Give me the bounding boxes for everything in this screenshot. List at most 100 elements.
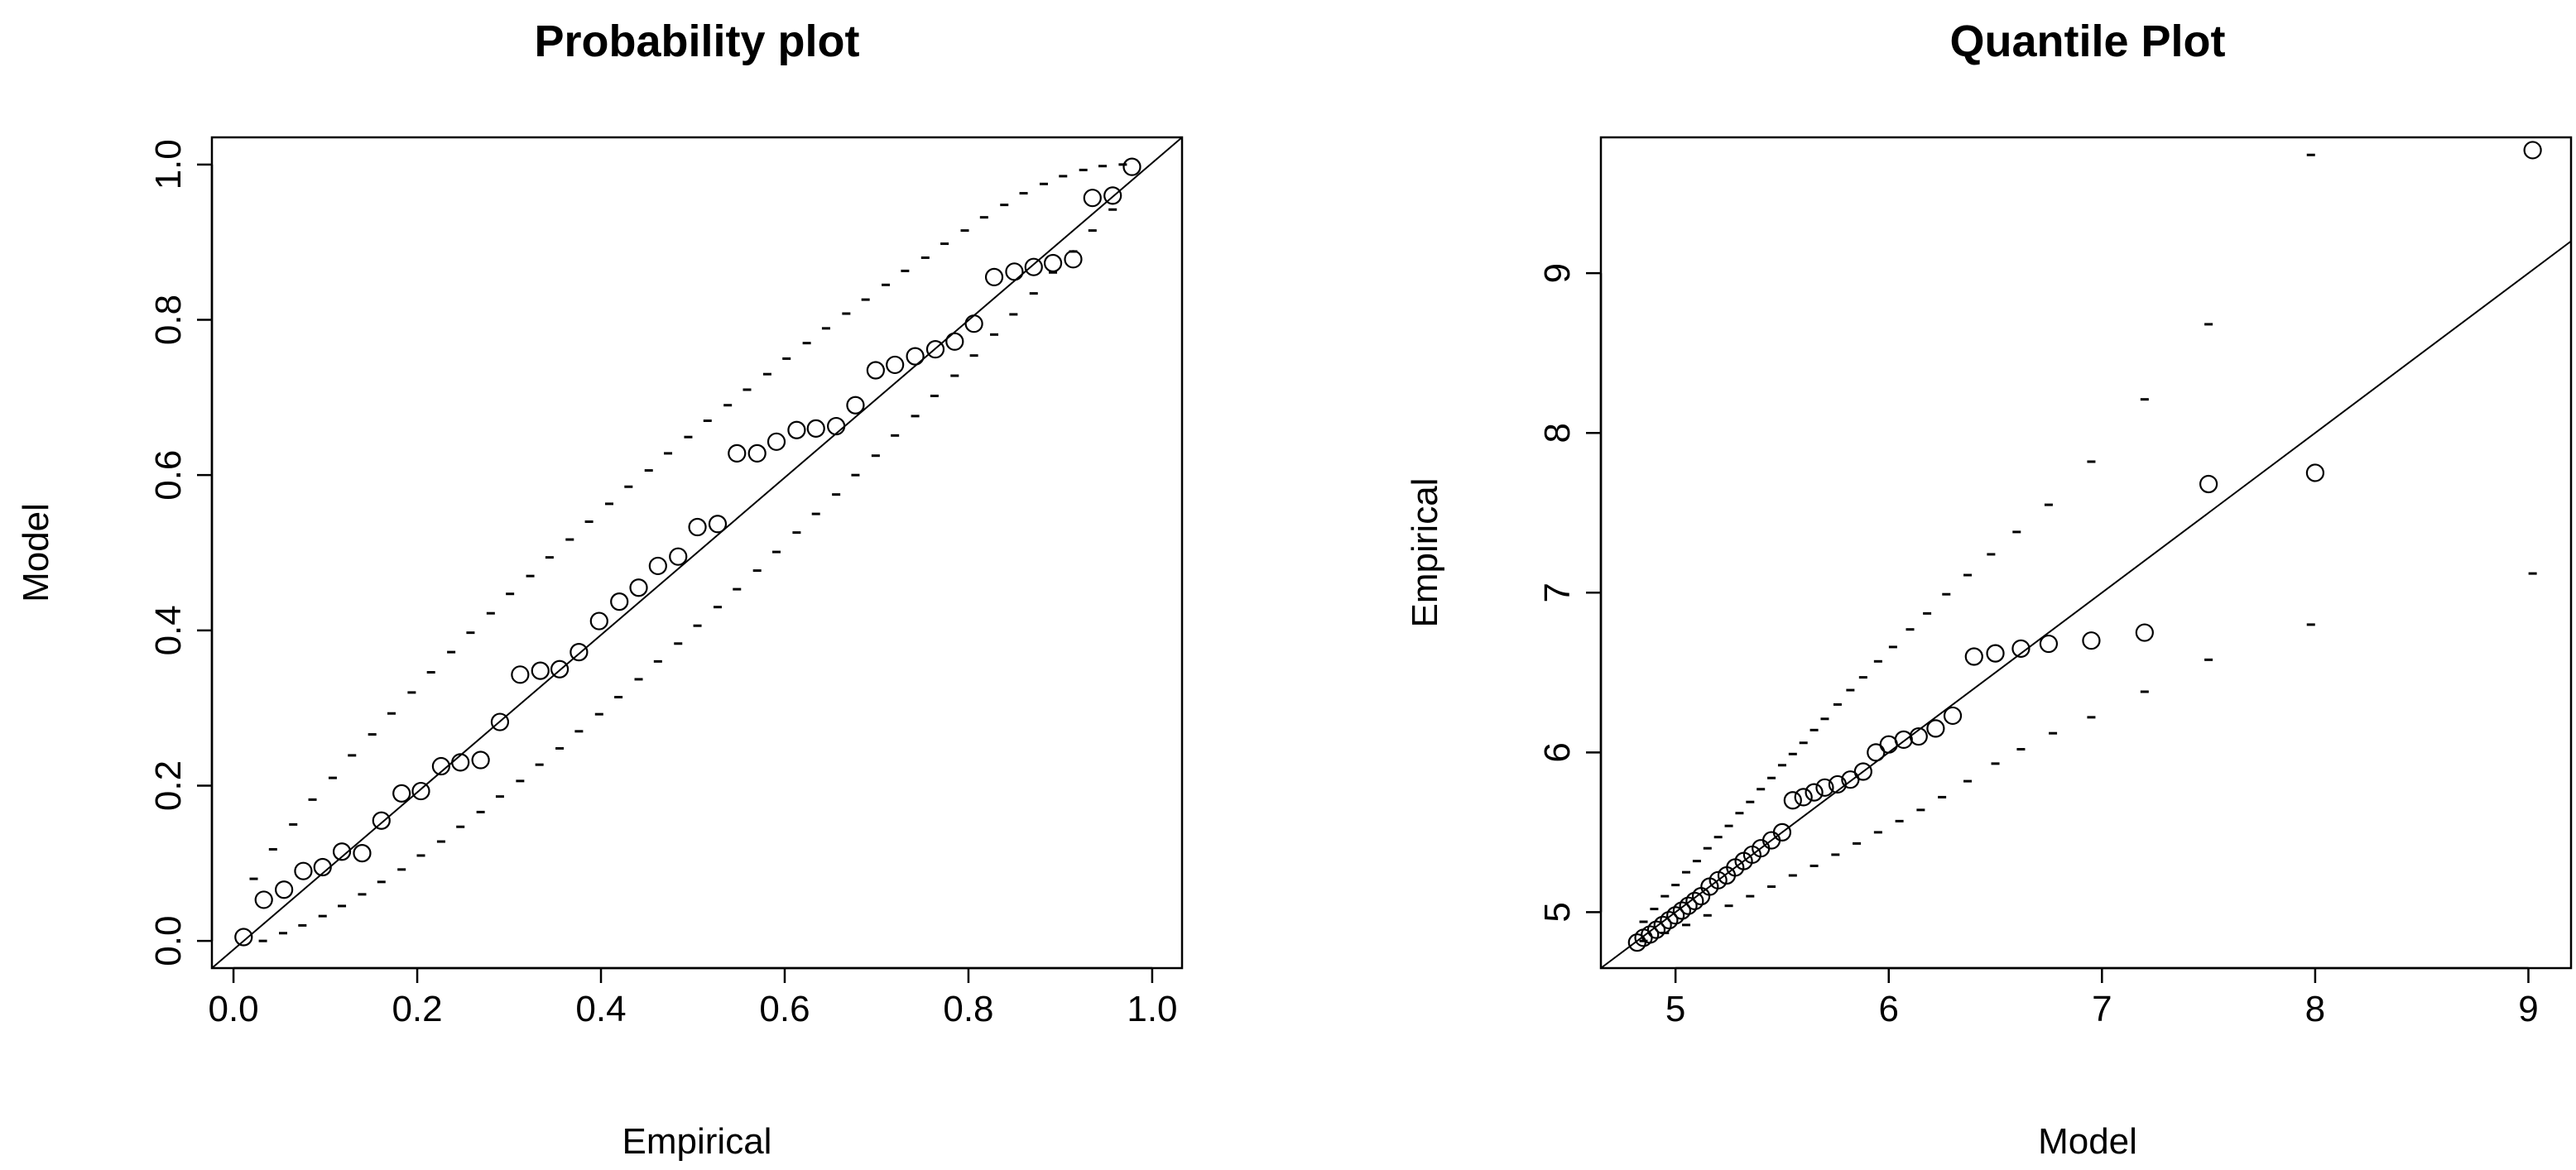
probability-plot-data-point xyxy=(866,361,885,380)
probability-plot-data-point xyxy=(451,753,470,772)
quantile-plot-data-point xyxy=(2135,623,2154,642)
probability-plot-data-point xyxy=(392,784,411,803)
quantile-plot-y-tick-label: 9 xyxy=(1537,263,1578,283)
probability-plot-marks xyxy=(211,137,1183,969)
quantile-plot-y-axis: 5 6 7 8 9 xyxy=(1537,263,1603,923)
probability-plot-data-point xyxy=(589,611,608,631)
quantile-plot-y-tick-label: 5 xyxy=(1537,902,1578,922)
probability-plot-data-point xyxy=(1083,189,1102,208)
probability-plot-data-point xyxy=(964,314,983,333)
probability-plot-data-point xyxy=(1005,262,1024,281)
probability-plot-x-tick-label: 0.4 xyxy=(575,989,626,1029)
probability-plot-data-point xyxy=(767,432,786,451)
probability-plot-y-tick-label: 0.6 xyxy=(148,450,189,501)
probability-plot-data-point xyxy=(431,756,451,776)
quantile-plot-data-point xyxy=(2523,141,2542,160)
probability-plot-x-tick-label: 0.8 xyxy=(943,989,993,1029)
quantile-plot-data-point xyxy=(1943,706,1963,726)
quantile-plot-data-point xyxy=(2082,631,2101,650)
quantile-plot-data-point xyxy=(1926,719,1945,738)
quantile-plot-data-point xyxy=(1909,726,1928,746)
probability-plot-y-tick-label: 0.2 xyxy=(148,760,189,811)
quantile-plot-data-point xyxy=(1894,730,1913,750)
quantile-plot-data-point xyxy=(1867,743,1886,762)
probability-plot-data-point xyxy=(411,781,430,801)
quantile-plot-x-tick-label: 8 xyxy=(2305,989,2325,1029)
quantile-plot-x-tick-label: 5 xyxy=(1665,989,1685,1029)
probability-plot-data-point xyxy=(1103,186,1122,205)
quantile-plot-panel: Quantile Plot Model Empirical 5 6 7 8 9 5 6 7 8… xyxy=(1405,17,2573,1162)
quantile-plot-marks xyxy=(1600,141,2572,969)
probability-plot-data-point xyxy=(1064,250,1083,269)
quantile-plot-frame xyxy=(1599,136,2573,970)
probability-plot-data-point xyxy=(906,347,925,366)
probability-plot-data-point xyxy=(629,578,648,597)
quantile-plot-x-axis: 5 6 7 8 9 xyxy=(1665,966,2539,1029)
probability-plot-data-point xyxy=(254,890,273,909)
quantile-plot-data-point xyxy=(1666,906,1685,925)
probability-plot-x-tick-label: 1.0 xyxy=(1127,989,1177,1029)
quantile-plot-data-point xyxy=(1653,915,1672,934)
probability-plot-y-tick-label: 0.4 xyxy=(148,605,189,655)
probability-plot-data-point xyxy=(945,332,964,351)
probability-plot-y-tick-label: 0.0 xyxy=(148,916,189,966)
quantile-plot-x-tick-label: 6 xyxy=(1878,989,1898,1029)
probability-plot-ylabel: Model xyxy=(16,503,56,602)
probability-plot-data-point xyxy=(550,659,570,679)
quantile-plot-reference-line xyxy=(1600,240,2572,969)
probability-plot-data-point xyxy=(827,416,846,436)
quantile-plot-data-point xyxy=(2305,463,2325,482)
quantile-plot-data-point xyxy=(1672,901,1691,920)
probability-plot-data-point xyxy=(275,880,294,899)
quantile-plot-xlabel: Model xyxy=(2038,1121,2137,1162)
probability-plot-data-point xyxy=(925,340,945,359)
quantile-plot-data-point xyxy=(1641,925,1660,944)
quantile-plot-data-point xyxy=(1646,920,1666,939)
probability-plot-data-point xyxy=(787,420,806,439)
quantile-plot-data-point xyxy=(2039,634,2059,654)
probability-plot-y-tick-label: 1.0 xyxy=(148,139,189,189)
quantile-plot-data-point xyxy=(1805,783,1824,802)
probability-plot-data-point xyxy=(708,515,728,534)
probability-plot-x-tick-label: 0.0 xyxy=(208,989,258,1029)
probability-plot-data-point xyxy=(490,712,510,731)
quantile-plot-ylabel: Empirical xyxy=(1405,478,1445,628)
probability-plot-data-point xyxy=(648,556,667,576)
probability-plot-data-point xyxy=(688,517,707,537)
probability-plot-data-point xyxy=(1043,253,1063,273)
probability-plot-x-tick-label: 0.6 xyxy=(759,989,810,1029)
probability-plot-data-point xyxy=(332,842,352,861)
quantile-plot-x-tick-label: 9 xyxy=(2518,989,2538,1029)
probability-plot-data-point xyxy=(471,750,490,770)
quantile-plot-data-point xyxy=(1986,644,2005,663)
probability-plot-data-point xyxy=(511,665,530,684)
quantile-plot-y-tick-label: 7 xyxy=(1537,583,1578,602)
probability-plot-y-tick-label: 0.8 xyxy=(148,295,189,345)
probability-plot-x-axis: 0.0 0.2 0.4 0.6 0.8 1.0 xyxy=(208,966,1178,1029)
probability-plot-data-point xyxy=(234,928,253,947)
quantile-plot-data-point xyxy=(1772,822,1792,842)
quantile-plot-data-point xyxy=(1794,788,1813,807)
quantile-plot-y-tick-label: 6 xyxy=(1537,742,1578,762)
quantile-plot-data-point xyxy=(1783,791,1802,810)
quantile-plot-data-point xyxy=(2011,639,2031,658)
probability-plot-y-axis: 0.0 0.2 0.4 0.6 0.8 1.0 xyxy=(148,139,214,966)
quantile-plot-x-tick-label: 7 xyxy=(2092,989,2112,1029)
quantile-plot-data-point xyxy=(1853,762,1872,781)
probability-plot-data-point xyxy=(846,396,865,415)
probability-plot-data-point xyxy=(610,592,629,611)
probability-plot-data-point xyxy=(531,661,550,680)
quantile-plot-data-point xyxy=(1660,910,1679,930)
probability-plot-xlabel: Empirical xyxy=(622,1121,772,1162)
probability-plot-x-tick-label: 0.2 xyxy=(392,989,442,1029)
probability-plot-data-point xyxy=(669,547,688,566)
probability-plot-data-point xyxy=(806,419,825,438)
probability-plot-panel: Probability plot Empirical Model 0.0 0.2 0… xyxy=(16,17,1184,1162)
probability-plot-data-point xyxy=(1122,157,1141,176)
quantile-plot-data-point xyxy=(1709,870,1728,889)
probability-plot-data-point xyxy=(372,811,391,830)
quantile-plot-y-tick-label: 8 xyxy=(1537,423,1578,443)
quantile-plot-data-point xyxy=(1828,774,1848,794)
quantile-plot-data-point xyxy=(1679,896,1698,915)
